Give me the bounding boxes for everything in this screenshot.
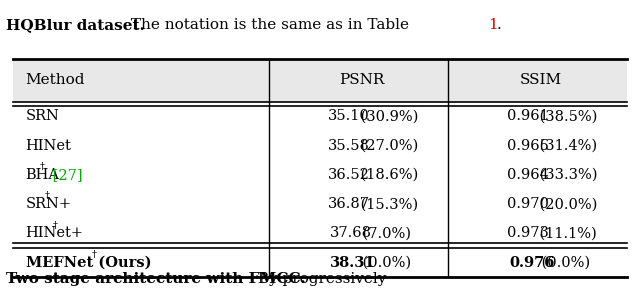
Text: (33.3%): (33.3%) [535, 168, 597, 182]
Text: (18.6%): (18.6%) [356, 168, 418, 182]
Text: SSIM: SSIM [520, 73, 562, 87]
Text: 0.973: 0.973 [507, 227, 548, 240]
Text: 1: 1 [488, 18, 497, 32]
Text: 0.970: 0.970 [507, 197, 548, 211]
Text: (31.4%): (31.4%) [535, 139, 597, 153]
Text: (15.3%): (15.3%) [356, 197, 418, 211]
Text: 0.961: 0.961 [507, 109, 548, 123]
Text: †: † [44, 191, 49, 200]
Text: [27]: [27] [48, 168, 83, 182]
Text: 0.965: 0.965 [507, 139, 548, 153]
Text: 38.31: 38.31 [330, 256, 376, 270]
Text: SRN+: SRN+ [26, 197, 72, 211]
Text: 35.58: 35.58 [328, 139, 369, 153]
Text: SRN: SRN [26, 109, 60, 123]
Text: BHA: BHA [26, 168, 60, 182]
Text: Method: Method [26, 73, 85, 87]
Text: (7.0%): (7.0%) [358, 227, 412, 240]
Text: MEFNet (Ours): MEFNet (Ours) [26, 256, 151, 270]
Text: †: † [53, 221, 58, 230]
Text: (20.0%): (20.0%) [535, 197, 597, 211]
Text: 36.87: 36.87 [328, 197, 369, 211]
Text: (30.9%): (30.9%) [356, 109, 418, 123]
Text: HQBlur dataset.: HQBlur dataset. [6, 18, 145, 32]
Text: 35.10: 35.10 [328, 109, 369, 123]
Text: HINet: HINet [26, 139, 72, 153]
Text: (11.1%): (11.1%) [535, 227, 596, 240]
Text: 36.52: 36.52 [328, 168, 369, 182]
Text: Two stage architecture with FMCC.: Two stage architecture with FMCC. [6, 272, 306, 286]
Text: (0.0%): (0.0%) [358, 256, 412, 270]
Text: HINet+: HINet+ [26, 227, 84, 240]
Text: 0.976: 0.976 [509, 256, 555, 270]
Text: PSNR: PSNR [339, 73, 384, 87]
Text: 37.68: 37.68 [330, 227, 372, 240]
Text: By progressively: By progressively [253, 272, 386, 286]
Text: †: † [40, 162, 45, 171]
Text: The notation is the same as in Table: The notation is the same as in Table [126, 18, 414, 32]
Text: (27.0%): (27.0%) [356, 139, 418, 153]
Text: .: . [497, 18, 501, 32]
Text: (38.5%): (38.5%) [535, 109, 597, 123]
Text: (0.0%): (0.0%) [538, 256, 591, 270]
Text: 0.964: 0.964 [507, 168, 548, 182]
Text: †: † [92, 250, 97, 259]
